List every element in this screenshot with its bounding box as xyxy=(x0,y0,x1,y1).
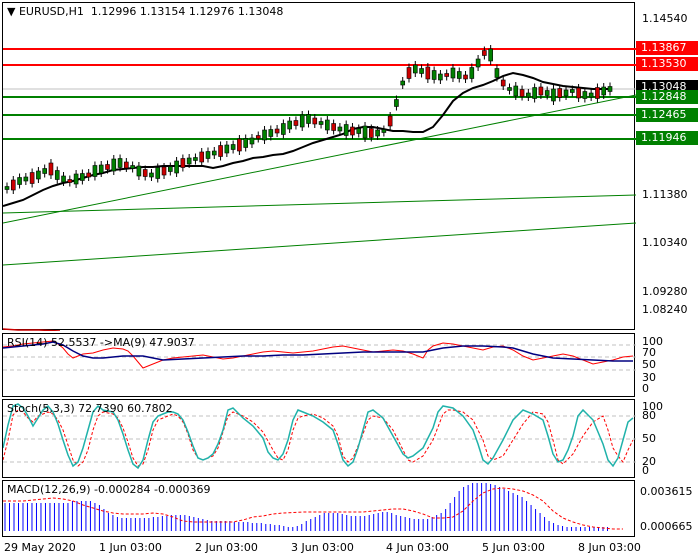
price-axis[interactable]: 1.14540 1.11380 1.10340 1.09280 1.08240 xyxy=(636,2,700,330)
time-label: 2 Jun 03:00 xyxy=(195,541,258,554)
rsi-tick: 50 xyxy=(642,358,656,371)
price-tag-resistance-2: 1.13867 xyxy=(636,41,698,55)
stochastic-axis: 100 80 50 20 0 xyxy=(636,399,700,478)
price-tag-support-1: 1.12848 xyxy=(636,90,698,104)
rsi-title: RSI(14) 52.5537 ->MA(9) 47.9037 xyxy=(7,336,195,349)
stochastic-title: Stoch(5,3,3) 72.7390 60.7802 xyxy=(7,402,173,415)
rsi-tick: 0 xyxy=(642,382,649,395)
macd-tick: 0.003615 xyxy=(640,485,693,498)
time-label: 5 Jun 03:00 xyxy=(482,541,545,554)
price-tag-resistance-1: 1.13530 xyxy=(636,57,698,71)
stoch-tick: 0 xyxy=(642,464,649,477)
rsi-axis: 100 70 50 30 0 xyxy=(636,333,700,397)
rsi-ma-line xyxy=(3,341,633,362)
macd-pane[interactable]: MACD(12,26,9) -0.000284 -0.000369 xyxy=(2,480,635,537)
macd-title: MACD(12,26,9) -0.000284 -0.000369 xyxy=(7,483,211,496)
stoch-tick: 100 xyxy=(642,400,663,413)
time-label: 3 Jun 03:00 xyxy=(291,541,354,554)
macd-axis: 0.003615 0.000665 xyxy=(636,480,700,537)
macd-signal-line xyxy=(3,487,623,530)
rsi-tick: 70 xyxy=(642,346,656,359)
ohlc-values: 1.12996 1.13154 1.12976 1.13048 xyxy=(90,5,284,18)
price-tick: 1.14540 xyxy=(642,12,688,25)
trendline-1 xyxy=(3,94,636,224)
rsi-canvas xyxy=(3,340,636,371)
stoch-tick: 50 xyxy=(642,432,656,445)
price-tick: 1.11380 xyxy=(642,188,688,201)
moving-average-line xyxy=(3,71,610,207)
macd-canvas xyxy=(3,483,623,531)
price-chart-canvas xyxy=(3,45,636,331)
time-label: 4 Jun 03:00 xyxy=(386,541,449,554)
time-axis[interactable]: 29 May 2020 1 Jun 03:00 2 Jun 03:00 3 Ju… xyxy=(0,537,700,560)
macd-tick: 0.000665 xyxy=(640,520,693,533)
chart-header: ▼ EURUSD,H1 1.12996 1.13154 1.12976 1.13… xyxy=(7,5,283,18)
symbol-label: EURUSD,H1 xyxy=(18,5,84,18)
price-tick: 1.08240 xyxy=(642,303,688,316)
stoch-tick: 80 xyxy=(642,409,656,422)
trendline-3 xyxy=(3,222,636,266)
stoch-tick: 20 xyxy=(642,455,656,468)
triangle-down-icon[interactable]: ▼ xyxy=(7,5,16,18)
stoch-main-line xyxy=(3,403,634,470)
price-tag-support-2: 1.12465 xyxy=(636,108,698,122)
price-tag-support-3: 1.11946 xyxy=(636,131,698,145)
stochastic-canvas xyxy=(3,403,636,470)
stoch-signal-line xyxy=(3,409,634,467)
rsi-pane[interactable]: RSI(14) 52.5537 ->MA(9) 47.9037 xyxy=(2,333,636,397)
rsi-tick: 100 xyxy=(642,335,663,348)
time-label: 29 May 2020 xyxy=(4,541,76,554)
price-tick: 1.09280 xyxy=(642,285,688,298)
rsi-line xyxy=(3,340,634,369)
time-label: 8 Jun 03:00 xyxy=(578,541,641,554)
rsi-tick: 30 xyxy=(642,371,656,384)
time-label: 1 Jun 03:00 xyxy=(99,541,162,554)
stochastic-pane[interactable]: Stoch(5,3,3) 72.7390 60.7802 xyxy=(2,399,636,478)
price-tick: 1.10340 xyxy=(642,236,688,249)
trendline-2 xyxy=(3,194,636,214)
price-chart-pane[interactable]: ▼ EURUSD,H1 1.12996 1.13154 1.12976 1.13… xyxy=(2,2,636,331)
